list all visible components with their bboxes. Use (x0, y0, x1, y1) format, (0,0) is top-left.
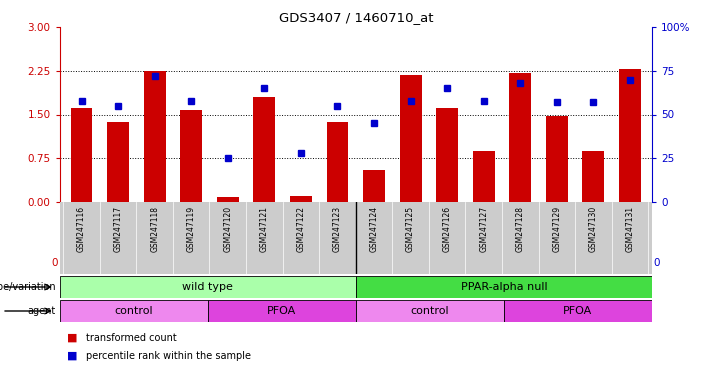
Bar (583, 151, 604, 202)
Bar (327, 121, 348, 202)
Text: GSM247128: GSM247128 (516, 205, 525, 252)
Text: PFOA: PFOA (267, 306, 297, 316)
Text: genotype/variation: genotype/variation (0, 282, 56, 292)
Bar (400, 75, 421, 202)
Text: GSM247126: GSM247126 (442, 205, 451, 252)
Bar (619, 69, 641, 202)
Text: PPAR-alpha null: PPAR-alpha null (461, 282, 547, 292)
Bar (60, 300, 207, 322)
Bar (144, 71, 165, 202)
Text: GSM247118: GSM247118 (150, 205, 159, 252)
Text: GSM247121: GSM247121 (260, 205, 269, 252)
Text: wild type: wild type (182, 282, 233, 292)
Title: GDS3407 / 1460710_at: GDS3407 / 1460710_at (278, 12, 433, 25)
Text: GSM247116: GSM247116 (77, 205, 86, 252)
Bar (472, 151, 495, 202)
Text: GSM247127: GSM247127 (479, 205, 488, 252)
Text: ■: ■ (67, 333, 77, 343)
Text: ■: ■ (67, 351, 77, 361)
Bar (363, 170, 385, 202)
Text: control: control (411, 306, 449, 316)
Bar (207, 300, 355, 322)
Text: GSM247119: GSM247119 (186, 205, 196, 252)
Bar (436, 108, 458, 202)
Text: 0: 0 (51, 258, 57, 268)
Text: PFOA: PFOA (564, 306, 592, 316)
Bar (107, 121, 129, 202)
Text: agent: agent (28, 306, 56, 316)
Text: transformed count: transformed count (86, 333, 177, 343)
Text: GSM247129: GSM247129 (552, 205, 562, 252)
Bar (290, 196, 312, 202)
Bar (510, 73, 531, 202)
Bar (71, 108, 93, 202)
Text: GSM247120: GSM247120 (224, 205, 232, 252)
Bar (253, 97, 275, 202)
Text: percentile rank within the sample: percentile rank within the sample (86, 351, 251, 361)
Text: GSM247125: GSM247125 (406, 205, 415, 252)
Bar (504, 300, 652, 322)
Bar (60, 276, 355, 298)
Text: 0: 0 (654, 258, 660, 268)
Text: control: control (114, 306, 153, 316)
Bar (546, 116, 568, 202)
Text: GSM247123: GSM247123 (333, 205, 342, 252)
Bar (355, 300, 504, 322)
Bar (217, 197, 239, 202)
Text: GSM247124: GSM247124 (369, 205, 379, 252)
Text: GSM247117: GSM247117 (114, 205, 123, 252)
Text: GSM247131: GSM247131 (625, 205, 634, 252)
Text: GSM247122: GSM247122 (297, 205, 306, 252)
Text: GSM247130: GSM247130 (589, 205, 598, 252)
Bar (355, 276, 652, 298)
Bar (180, 110, 202, 202)
